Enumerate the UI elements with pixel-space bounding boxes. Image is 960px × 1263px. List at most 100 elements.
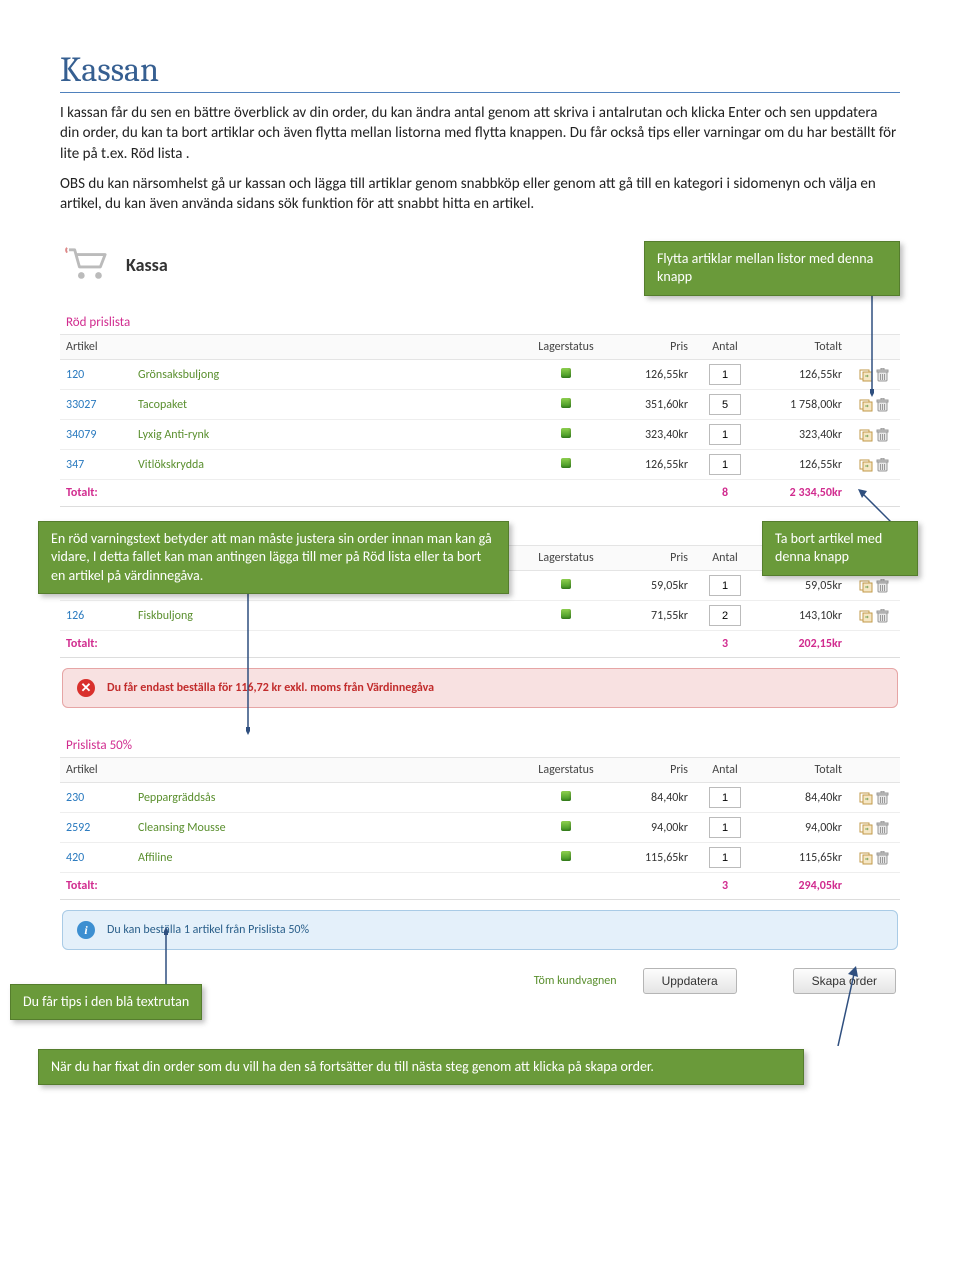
cell-name[interactable]: Grönsaksbuljong	[132, 360, 520, 390]
stock-icon	[561, 579, 571, 589]
qty-input[interactable]	[709, 787, 741, 808]
stock-icon	[561, 609, 571, 619]
cell-stock	[520, 420, 612, 450]
stock-icon	[561, 398, 571, 408]
cell-total: 1 758,00kr	[756, 390, 848, 420]
callout-next-step: När du har fixat din order som du vill h…	[38, 1049, 804, 1085]
col-lagerstatus-2: Lagerstatus	[520, 546, 612, 571]
cell-price: 94,00kr	[612, 813, 694, 843]
arrow-tips-line	[164, 927, 168, 985]
cell-price: 84,40kr	[612, 783, 694, 813]
cell-name[interactable]: Lyxig Anti-rynk	[132, 420, 520, 450]
empty-cart-link[interactable]: Töm kundvagnen	[534, 974, 617, 988]
table-row: 230Peppargräddsås 84,40kr 84,40kr	[60, 783, 900, 813]
move-icon[interactable]	[859, 579, 873, 593]
cell-stock	[520, 390, 612, 420]
trash-icon[interactable]	[875, 851, 889, 865]
qty-input[interactable]	[709, 605, 741, 626]
col-antal-3: Antal	[694, 758, 756, 783]
cell-name[interactable]: Tacopaket	[132, 390, 520, 420]
cell-stock	[520, 450, 612, 480]
cell-price: 59,05kr	[612, 571, 694, 601]
pricelist-name-3: Prislista 50%	[60, 718, 900, 757]
cell-price: 71,55kr	[612, 601, 694, 631]
stock-icon	[561, 428, 571, 438]
cell-name[interactable]: Affiline	[132, 843, 520, 873]
update-button[interactable]: Uppdatera	[643, 968, 737, 994]
col-antal-2: Antal	[694, 546, 756, 571]
order-table-3: Artikel Lagerstatus Pris Antal Totalt 23…	[60, 757, 900, 900]
callout-move: Flytta artiklar mellan listor med denna …	[644, 241, 900, 295]
trash-icon[interactable]	[875, 458, 889, 472]
cell-sku: 347	[60, 450, 132, 480]
total-qty-2: 3	[694, 631, 756, 658]
cell-stock	[520, 571, 612, 601]
table-row: 33027Tacopaket 351,60kr 1 758,00kr	[60, 390, 900, 420]
cell-name[interactable]: Vitlökskrydda	[132, 450, 520, 480]
trash-icon[interactable]	[875, 821, 889, 835]
intro-paragraph-1: I kassan får du sen en bättre överblick …	[60, 103, 900, 164]
table-row: 126Fiskbuljong 71,55kr 143,10kr	[60, 601, 900, 631]
cell-sku: 33027	[60, 390, 132, 420]
trash-icon[interactable]	[875, 609, 889, 623]
col-lagerstatus: Lagerstatus	[520, 335, 612, 360]
cell-price: 115,65kr	[612, 843, 694, 873]
cell-total: 323,40kr	[756, 420, 848, 450]
cell-total: 84,40kr	[756, 783, 848, 813]
qty-input[interactable]	[709, 454, 741, 475]
qty-input[interactable]	[709, 364, 741, 385]
trash-icon[interactable]	[875, 368, 889, 382]
cell-stock	[520, 843, 612, 873]
error-text: Du får endast beställa för 116,72 kr exk…	[107, 681, 434, 695]
callout-delete: Ta bort artikel med denna knapp	[762, 521, 918, 575]
trash-icon[interactable]	[875, 428, 889, 442]
cell-price: 351,60kr	[612, 390, 694, 420]
cell-total: 94,00kr	[756, 813, 848, 843]
table-row: 34079Lyxig Anti-rynk323,40kr323,40kr	[60, 420, 900, 450]
col-totalt-3: Totalt	[756, 758, 848, 783]
qty-input[interactable]	[709, 817, 741, 838]
cell-sku: 230	[60, 783, 132, 813]
callout-tips: Du får tips i den blå textrutan	[10, 984, 202, 1020]
move-icon[interactable]	[859, 791, 873, 805]
stock-icon	[561, 851, 571, 861]
qty-input[interactable]	[709, 575, 741, 596]
table-row: 420Affiline115,65kr115,65kr	[60, 843, 900, 873]
info-text: Du kan beställa 1 artikel från Prislista…	[107, 923, 309, 937]
trash-icon[interactable]	[875, 398, 889, 412]
cell-stock	[520, 813, 612, 843]
qty-input[interactable]	[709, 847, 741, 868]
cart-icon	[64, 245, 112, 285]
info-icon: i	[77, 921, 95, 939]
move-icon[interactable]	[859, 458, 873, 472]
stock-icon	[561, 821, 571, 831]
cell-name[interactable]: Peppargräddsås	[132, 783, 520, 813]
cell-sku: 126	[60, 601, 132, 631]
col-artikel: Artikel	[60, 335, 132, 360]
qty-input[interactable]	[709, 424, 741, 445]
cell-name[interactable]: Cleansing Mousse	[132, 813, 520, 843]
move-icon[interactable]	[859, 398, 873, 412]
intro-paragraph-2: OBS du kan närsomhelst gå ur kassan och …	[60, 174, 900, 215]
cell-total: 143,10kr	[756, 601, 848, 631]
col-totalt: Totalt	[756, 335, 848, 360]
qty-input[interactable]	[709, 394, 741, 415]
trash-icon[interactable]	[875, 579, 889, 593]
intro-text: I kassan får du sen en bättre överblick …	[60, 103, 900, 214]
move-icon[interactable]	[859, 609, 873, 623]
move-icon[interactable]	[859, 428, 873, 442]
move-icon[interactable]	[859, 821, 873, 835]
cell-name[interactable]: Fiskbuljong	[132, 601, 520, 631]
move-icon[interactable]	[859, 851, 873, 865]
info-box: i Du kan beställa 1 artikel från Prislis…	[62, 910, 898, 950]
arrow-delete-line	[858, 489, 898, 523]
total-label: Totalt:	[60, 480, 520, 507]
cell-total: 126,55kr	[756, 360, 848, 390]
col-artikel-3: Artikel	[60, 758, 132, 783]
arrow-move-line	[870, 285, 874, 397]
pricelist-name-1: Röd prislista	[60, 295, 900, 334]
table-row: 2592Cleansing Mousse94,00kr94,00kr	[60, 813, 900, 843]
trash-icon[interactable]	[875, 791, 889, 805]
col-pris-3: Pris	[612, 758, 694, 783]
cell-stock	[520, 783, 612, 813]
